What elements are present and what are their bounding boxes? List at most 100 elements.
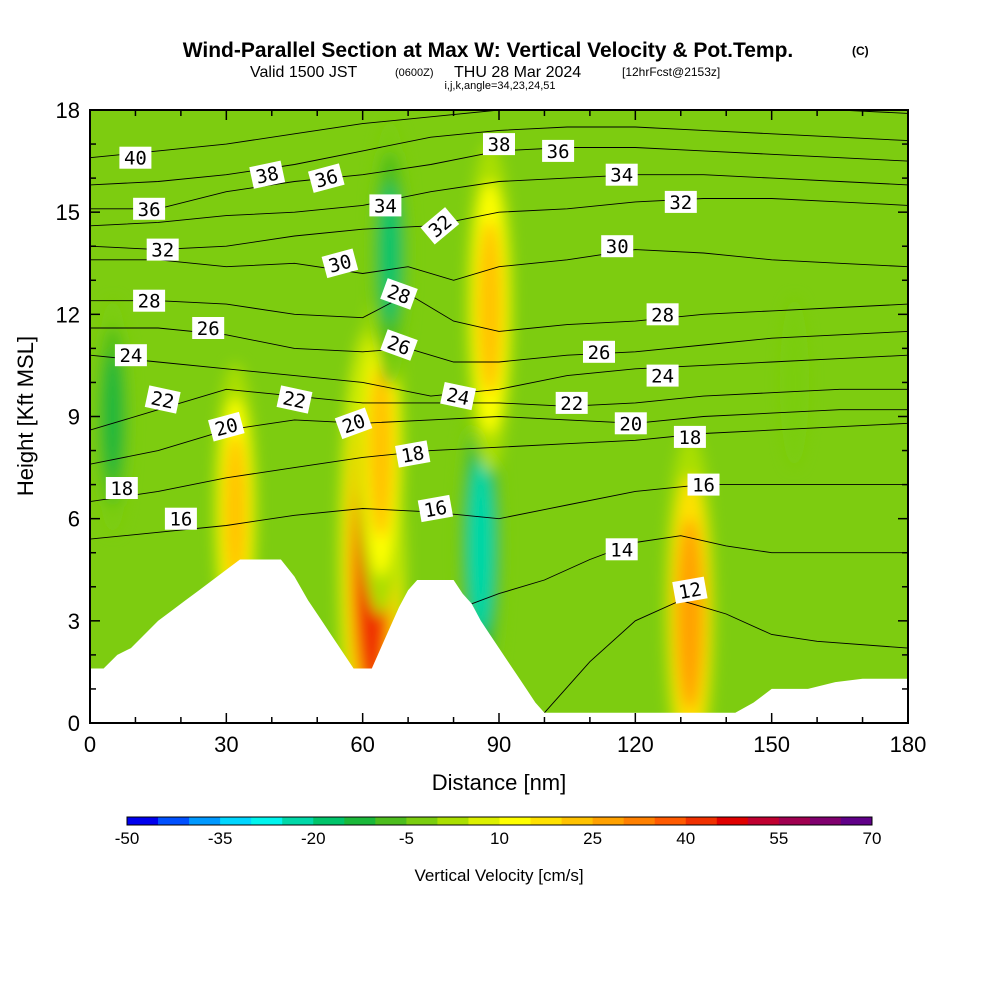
colorbar: -50 -35 -20 -5 10 25 40 55 70 (115, 816, 882, 848)
contour-label-box (119, 146, 152, 169)
colorbar-tick-label: 70 (863, 829, 882, 848)
velocity-cell (786, 337, 803, 428)
contour-label: 22 (555, 391, 588, 415)
contour-label-text: 32 (669, 192, 692, 214)
x-tick-label: 0 (84, 732, 96, 757)
theta-contour-26 (90, 327, 908, 363)
colorbar-swatch (685, 817, 718, 825)
subtitle-indices: i,j,k,angle=34,23,24,51 (444, 80, 555, 92)
colorbar-tick-label: -20 (301, 829, 326, 848)
colorbar-swatch (127, 817, 159, 825)
contour-label-box (369, 194, 402, 217)
contour-label-box (420, 207, 460, 245)
contour-label-box (417, 494, 454, 523)
contour-label: 40 (119, 146, 152, 170)
contour-label-box (687, 473, 720, 496)
contour-label: 18 (395, 440, 431, 468)
subtitle-forecast: [12hrFcst@2153z] (622, 65, 720, 79)
contour-label-box (605, 538, 638, 561)
contour-label: 12 (672, 576, 708, 604)
contour-label: 30 (601, 235, 634, 258)
x-tick-label: 180 (890, 732, 927, 757)
contour-label-box (133, 289, 166, 312)
colorbar-swatch (530, 817, 562, 825)
contour-label-box (583, 340, 615, 363)
theta-contour-16 (90, 484, 908, 540)
velocity-cell (477, 219, 503, 396)
contour-label-text: 12 (677, 578, 703, 604)
velocity-cell (102, 354, 123, 479)
theta-contour-34 (90, 174, 908, 227)
colorbar-swatch (499, 817, 531, 825)
contour-label: 16 (164, 507, 197, 531)
contour-label-box (334, 407, 373, 440)
contour-label: 36 (542, 139, 575, 163)
theta-contour-12 (544, 599, 908, 714)
copyright-mark: (C) (852, 44, 869, 58)
y-tick-label: 0 (68, 711, 80, 736)
contour-label: 24 (646, 364, 679, 388)
contour-label-box (164, 507, 197, 530)
colorbar-swatch (778, 817, 811, 825)
colorbar-tick-label: 25 (583, 829, 602, 848)
colorbar-swatch (623, 817, 656, 825)
colorbar-swatch (158, 817, 190, 825)
theta-contour-24 (90, 354, 908, 397)
subtitle-utc: (0600Z) (395, 67, 434, 79)
contour-label-box (646, 364, 679, 387)
contour-label: 32 (664, 190, 697, 214)
theta-contour-28 (90, 293, 908, 332)
contour-label-text: 24 (119, 345, 142, 367)
contour-label-text: 18 (400, 442, 426, 468)
contour-label-box (673, 425, 706, 448)
contour-label: 16 (417, 494, 454, 523)
contour-label: 26 (380, 329, 418, 361)
contour-label: 20 (614, 412, 647, 435)
contour-label-text: 26 (197, 318, 220, 340)
contour-label-text: 24 (651, 366, 674, 388)
contour-label: 18 (673, 425, 706, 449)
contour-label-box (380, 329, 418, 361)
colorbar-swatch (251, 817, 283, 825)
contour-label-text: 22 (560, 393, 583, 415)
contour-label: 14 (605, 538, 638, 561)
contour-label-box (646, 303, 679, 326)
contour-label-text: 22 (281, 387, 308, 413)
y-axis: 0 36 9 12 15 18 (56, 98, 908, 736)
chart-subtitle: Valid 1500 JST (0600Z) THU 28 Mar 2024 [… (250, 64, 720, 81)
colorbar-swatch (375, 817, 407, 825)
contour-label-text: 28 (138, 291, 161, 313)
contour-label-text: 34 (374, 195, 397, 217)
contour-label-box (133, 197, 166, 220)
y-tick-label: 15 (56, 200, 80, 225)
colorbar-tick-label: -35 (208, 829, 233, 848)
x-tick-label: 60 (350, 732, 374, 757)
contour-label-text: 32 (151, 240, 174, 262)
contour-label: 38 (249, 160, 286, 189)
colorbar-swatch (840, 817, 873, 825)
velocity-cell (676, 517, 704, 711)
y-axis-label: Height [Kft MSL] (13, 336, 38, 496)
contour-labels: 40 36 32 28 26 24 22 20 18 16 38 36 34 30 32 28 26 22 20 24… (105, 133, 720, 604)
y-tick-label: 6 (68, 507, 80, 532)
contour-label-box (105, 477, 138, 499)
contour-label-text: 14 (610, 539, 633, 561)
contour-label-box (207, 411, 245, 442)
x-tick-label: 150 (753, 732, 790, 757)
colorbar-swatch (313, 817, 345, 825)
colorbar-tick-label: -5 (399, 829, 414, 848)
colorbar-swatch (406, 817, 438, 825)
y-tick-label: 9 (68, 405, 80, 430)
colorbar-swatch (809, 817, 842, 825)
contour-label-box (192, 317, 225, 339)
contour-label: 30 (321, 248, 359, 279)
colorbar-swatch (561, 817, 594, 825)
contour-label: 32 (146, 238, 179, 262)
colorbar-swatch (716, 817, 749, 825)
plot-area: 40 36 32 28 26 24 22 20 18 16 38 36 34 30 32 28 26 22 20 24… (90, 110, 908, 723)
colorbar-swatch (282, 817, 314, 825)
theta-contour-18 (90, 422, 908, 503)
contour-label: 36 (133, 197, 166, 221)
contour-label-box (276, 385, 313, 414)
x-tick-label: 120 (617, 732, 654, 757)
